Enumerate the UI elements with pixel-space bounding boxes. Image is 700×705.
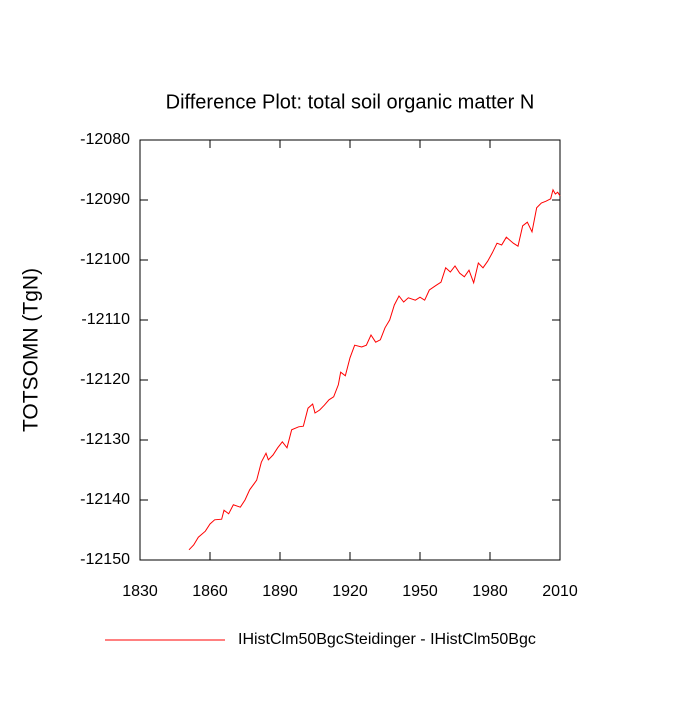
x-tick-label: 1950: [402, 583, 438, 600]
y-tick-label: -12140: [80, 491, 130, 508]
chart-title: Difference Plot: total soil organic matt…: [166, 91, 535, 113]
x-tick-label: 1920: [332, 583, 368, 600]
y-tick-label: -12150: [80, 551, 130, 568]
data-line: [188, 188, 561, 551]
y-tick-label: -12120: [80, 371, 130, 388]
x-tick-label: 1890: [262, 583, 298, 600]
y-axis-label: TOTSOMN (TgN): [20, 268, 43, 432]
x-tick-label: 2010: [542, 583, 578, 600]
y-tick-label: -12080: [80, 131, 130, 148]
x-tick-label: 1980: [472, 583, 508, 600]
y-tick-label: -12090: [80, 191, 130, 208]
x-tick-label: 1860: [192, 583, 228, 600]
x-tick-label: 1830: [122, 583, 158, 600]
y-tick-label: -12100: [80, 251, 130, 268]
legend-label: IHistClm50BgcSteidinger - IHistClm50Bgc: [238, 631, 536, 648]
y-tick-label: -12130: [80, 431, 130, 448]
plot-frame: [139, 139, 561, 561]
y-tick-label: -12110: [81, 311, 130, 328]
